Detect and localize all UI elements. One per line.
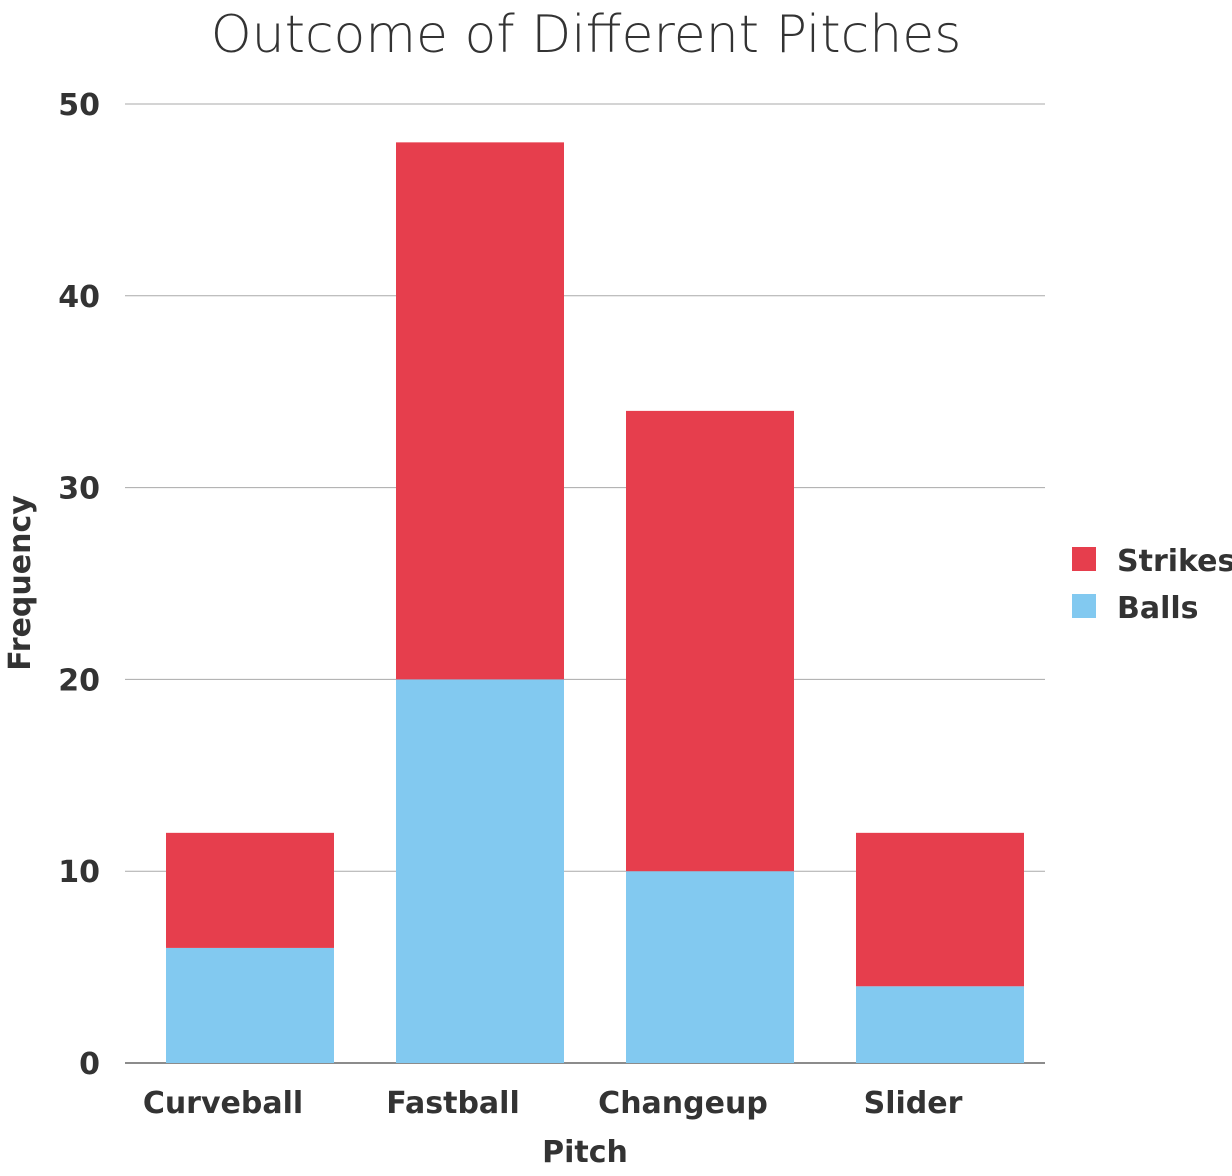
bar-balls-slider: [856, 986, 1024, 1063]
y-tick-label: 50: [58, 88, 100, 123]
bar-balls-changeup: [626, 871, 794, 1063]
legend-swatch-balls: [1072, 594, 1096, 618]
y-tick-label: 10: [58, 855, 100, 890]
bar-strikes-slider: [856, 832, 1024, 987]
x-tick-label: Fastball: [386, 1086, 519, 1121]
bar-balls-curveball: [166, 947, 334, 1063]
y-tick-label: 20: [58, 663, 100, 698]
y-axis-label: Frequency: [3, 495, 38, 671]
bar-strikes-curveball: [166, 832, 334, 948]
x-tick-label: Curveball: [143, 1086, 303, 1121]
legend-label-balls: Balls: [1117, 591, 1199, 626]
y-tick-label: 40: [58, 280, 100, 315]
x-tick-label: Slider: [864, 1086, 963, 1121]
bar-balls-fastball: [396, 679, 564, 1063]
bar-strikes-changeup: [626, 410, 794, 872]
bar-strikes-fastball: [396, 142, 564, 680]
x-tick-label: Changeup: [598, 1086, 768, 1121]
x-axis-label: Pitch: [542, 1135, 628, 1170]
legend-swatch-strikes: [1072, 547, 1096, 571]
y-tick-label: 0: [79, 1047, 100, 1082]
y-tick-label: 30: [58, 472, 100, 507]
legend-label-strikes: Strikes: [1117, 544, 1232, 579]
chart-title: Outcome of Different Pitches: [211, 5, 962, 65]
